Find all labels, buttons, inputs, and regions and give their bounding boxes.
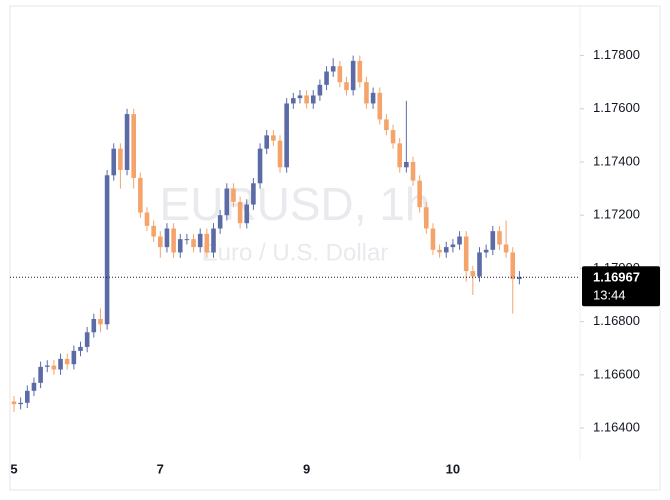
candle-body (344, 82, 349, 91)
x-tick-label: 7 (157, 461, 164, 476)
candle-body (58, 358, 63, 370)
candle-body (184, 239, 190, 241)
candle-body (404, 161, 409, 168)
candle-body (204, 233, 210, 253)
price-label-box (582, 266, 660, 307)
candle-body (237, 201, 243, 224)
candle-body (304, 95, 309, 104)
candle-body (410, 161, 416, 181)
candle-body (231, 188, 236, 202)
candle-body (224, 188, 230, 216)
candle-body (510, 252, 516, 280)
candle-body (497, 231, 502, 245)
candle-body (364, 82, 369, 104)
y-tick-label: 1.16400 (593, 420, 640, 435)
candle-body (138, 177, 143, 213)
candle-body (310, 95, 316, 104)
candle-body (390, 130, 396, 144)
candle-body (277, 140, 283, 168)
candle-body (131, 114, 136, 178)
candle-body (357, 60, 363, 83)
candle-body (211, 228, 216, 253)
candle-body (144, 212, 150, 226)
candle-body (490, 231, 496, 250)
candle-body (91, 318, 97, 333)
candle-body (350, 60, 356, 91)
candle-body (177, 239, 183, 253)
x-tick-label: 10 (446, 461, 460, 476)
candle-body (31, 382, 37, 391)
candle-body (377, 92, 383, 120)
y-tick-label: 1.16600 (593, 366, 640, 381)
candle-body (44, 365, 50, 367)
candle-body (384, 119, 389, 131)
candle-body (78, 346, 83, 351)
candle-body (271, 135, 276, 141)
candle-body (257, 148, 263, 184)
candle-body (477, 252, 482, 277)
y-tick-label: 1.17800 (593, 47, 640, 62)
candle-body (244, 204, 250, 224)
candle-body (424, 207, 429, 229)
candle-body (191, 239, 196, 248)
y-tick-label: 1.16800 (593, 313, 640, 328)
watermark: EURUSD, 1h (160, 178, 431, 230)
candle-body (118, 148, 123, 170)
y-tick-label: 1.17600 (593, 100, 640, 115)
candle-body (158, 236, 163, 248)
candle-body (124, 114, 130, 170)
candle-body (251, 183, 256, 205)
candle-body (337, 66, 343, 83)
candle-body (25, 390, 30, 403)
candle-body (64, 358, 70, 365)
candle-body (430, 228, 436, 250)
candle-body (291, 98, 296, 104)
y-tick-label: 1.17200 (593, 207, 640, 222)
candle-body (503, 244, 509, 253)
candle-body (98, 318, 103, 325)
candle-body (397, 143, 402, 168)
candle-body (457, 236, 462, 245)
x-tick-label: 5 (10, 461, 17, 476)
chart-frame (9, 5, 661, 491)
candle-body (324, 71, 329, 85)
candle-body (517, 277, 522, 280)
candle-body (111, 148, 117, 176)
candle-body (197, 233, 203, 248)
y-tick-label: 1.17400 (593, 153, 640, 168)
candle-body (18, 402, 23, 405)
candle-body (171, 228, 176, 253)
candle-body (437, 249, 442, 253)
candle-body (297, 95, 303, 99)
candle-body (317, 84, 323, 96)
candle-body (463, 236, 469, 272)
candle-body (264, 135, 269, 149)
x-tick-label: 9 (303, 461, 310, 476)
candle-body (370, 92, 376, 104)
candle-body (417, 180, 422, 208)
candle-body (51, 365, 57, 370)
candle-body (443, 247, 449, 253)
candle-body (470, 271, 476, 277)
candle-body (164, 228, 170, 248)
last-price-label: 1.16967 (593, 270, 640, 285)
candle-body (151, 225, 156, 237)
watermark-subtitle: Euro / U.S. Dollar (202, 239, 389, 266)
candle-body (104, 175, 110, 325)
candle-body (38, 366, 43, 383)
candle-body (330, 66, 336, 72)
candle-body (217, 215, 223, 229)
countdown: 13:44 (593, 288, 626, 303)
candle-body (84, 332, 90, 347)
candle-body (284, 103, 289, 168)
candle-body (483, 249, 489, 253)
candle-body (11, 401, 17, 405)
candle-body (71, 350, 77, 365)
candle-body (450, 244, 456, 248)
